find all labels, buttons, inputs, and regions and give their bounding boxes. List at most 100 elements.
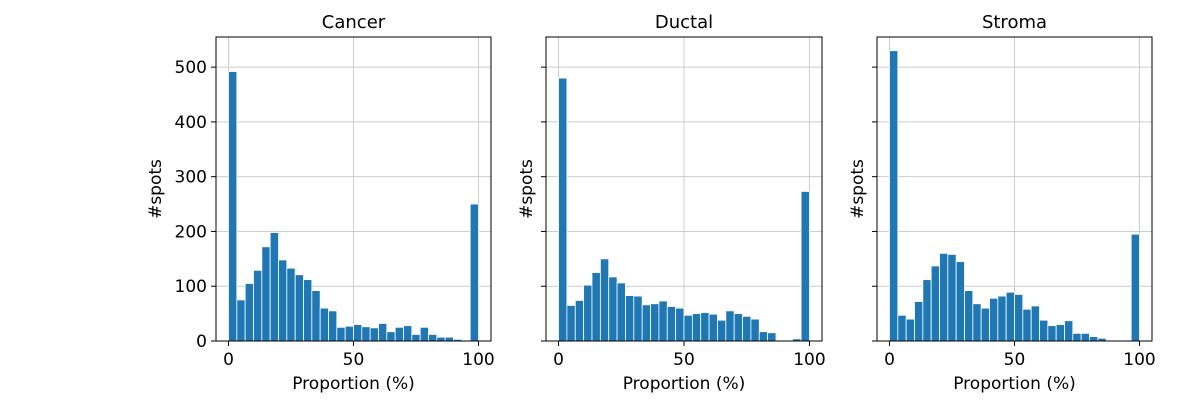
histogram-bar — [558, 77, 568, 342]
histogram-bar — [708, 313, 718, 342]
x-tick-label: 50 — [673, 350, 695, 370]
y-axis-label: #spots — [146, 159, 166, 219]
panel-title: Cancer — [322, 12, 386, 33]
bars-layer — [558, 77, 810, 342]
histogram-bar — [691, 313, 702, 342]
x-tick-label: 0 — [223, 350, 234, 370]
x-tick-label: 0 — [884, 350, 895, 370]
histogram-bar — [750, 318, 760, 342]
histogram-bar — [566, 304, 576, 342]
histogram-bar — [742, 315, 752, 342]
panel-ductal: 0 50 100 Ductal Proportion (%) #spots — [517, 12, 826, 394]
histogram-bar — [725, 310, 735, 342]
x-tick-label: 50 — [343, 350, 365, 370]
histogram-bar — [658, 300, 668, 342]
ticks-layer: 0 50 100 — [541, 66, 826, 370]
histogram-bar — [411, 334, 421, 342]
x-tick-label: 0 — [553, 350, 564, 370]
histogram-bar — [1005, 291, 1015, 342]
histogram-bar — [1064, 320, 1074, 342]
bars-layer — [228, 71, 479, 342]
x-axis-label: Proportion (%) — [953, 374, 1076, 394]
histogram-bar — [469, 203, 479, 342]
histogram-bar — [964, 290, 974, 342]
histogram-bar — [800, 191, 810, 342]
histogram-bar — [641, 304, 651, 342]
histogram-bar — [1130, 233, 1140, 342]
histogram-bar — [733, 313, 743, 342]
histogram-bar — [955, 261, 965, 342]
histogram-bar — [930, 265, 940, 342]
histogram-bar — [319, 307, 329, 342]
y-axis-label: #spots — [517, 159, 537, 219]
histogram-bar — [650, 303, 660, 342]
histogram-bar — [253, 269, 263, 342]
bars-layer — [889, 50, 1140, 342]
histogram-bar — [767, 332, 777, 342]
panel-title: Ductal — [655, 12, 713, 33]
histogram-bar — [1080, 332, 1090, 342]
histogram-bar — [947, 254, 957, 342]
histogram-bar — [286, 267, 296, 342]
histogram-bar — [369, 327, 379, 342]
histogram-bar — [261, 246, 271, 342]
histogram-bar — [394, 326, 404, 342]
histogram-bar — [436, 336, 446, 342]
x-tick-label: 100 — [793, 350, 825, 370]
histogram-bar — [897, 314, 907, 342]
histogram-bar — [675, 307, 685, 342]
histogram-bar — [599, 258, 610, 342]
histogram-bar — [616, 282, 626, 342]
histogram-bar — [1014, 294, 1024, 342]
histogram-bar — [939, 252, 949, 342]
histogram-bar — [336, 326, 346, 342]
histogram-bar — [1072, 332, 1082, 342]
ticks-layer: 0 50 100 — [872, 66, 1156, 370]
histogram-bar — [758, 331, 769, 342]
histogram-bar — [269, 232, 279, 342]
x-tick-label: 100 — [1123, 350, 1155, 370]
histogram-bar — [1022, 308, 1032, 342]
histogram-bar — [1047, 325, 1057, 342]
histogram-bar — [608, 276, 618, 342]
histogram-bar — [717, 319, 727, 342]
y-tick-label: 200 — [175, 222, 207, 242]
y-tick-label: 0 — [196, 332, 207, 352]
y-tick-label: 100 — [175, 277, 207, 297]
histogram-bar — [378, 323, 388, 342]
histogram-bar — [666, 306, 677, 342]
histogram-bar — [1055, 324, 1065, 342]
x-axis-label: Proportion (%) — [292, 374, 415, 394]
histogram-bar — [914, 301, 924, 342]
histogram-bar — [700, 312, 710, 342]
y-tick-label: 400 — [175, 113, 207, 133]
panel-cancer: 0 50 100 0 100 200 300 400 500 Cancer Proportion… — [146, 12, 495, 394]
histogram-bar — [294, 274, 304, 342]
histogram-bar — [905, 318, 915, 342]
histogram-bar — [889, 50, 899, 342]
histogram-bar — [228, 71, 238, 342]
histogram-bar — [583, 284, 593, 342]
histogram-bar — [303, 279, 313, 342]
ticks-layer: 0 50 100 0 100 200 300 400 500 — [175, 58, 495, 370]
histogram-bar — [244, 283, 254, 342]
y-tick-label: 300 — [175, 168, 207, 188]
histogram-bar — [980, 307, 990, 342]
histogram-bar — [1030, 305, 1040, 342]
histogram-bar — [625, 295, 635, 342]
panel-title: Stroma — [982, 12, 1047, 33]
histogram-bar — [386, 331, 396, 342]
histogram-bar — [972, 303, 982, 342]
histogram-bar — [683, 314, 693, 342]
histogram-bar — [278, 259, 288, 342]
histogram-bar — [444, 336, 454, 342]
histogram-bar — [403, 325, 413, 342]
histogram-bar — [236, 299, 246, 342]
x-tick-label: 50 — [1004, 350, 1026, 370]
histogram-bar — [997, 295, 1007, 342]
histogram-bar — [353, 324, 363, 342]
histogram-bar — [328, 310, 338, 342]
histogram-bar — [922, 279, 932, 342]
histogram-bar — [591, 272, 601, 342]
